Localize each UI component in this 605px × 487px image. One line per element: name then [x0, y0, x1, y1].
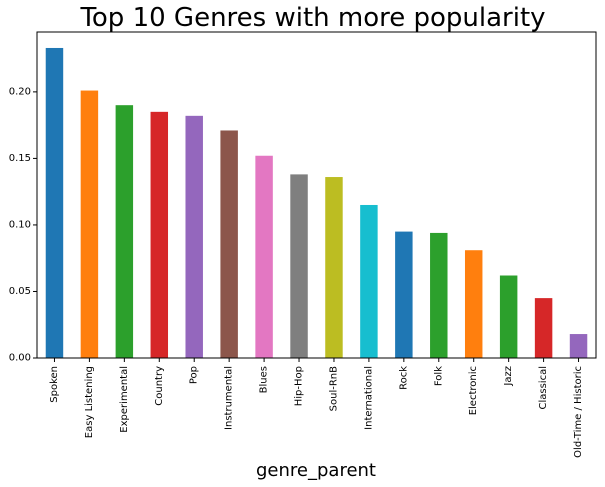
- y-tick-label: 0.00: [9, 353, 31, 364]
- chart-title: Top 10 Genres with more popularity: [79, 3, 545, 33]
- y-tick-label: 0.15: [9, 153, 31, 164]
- bar: [80, 90, 99, 359]
- bar: [569, 334, 588, 358]
- y-axis: 0.00 0.05 0.10 0.15 0.20: [9, 86, 37, 364]
- y-tick-label: 0.05: [9, 286, 31, 297]
- bar: [395, 231, 413, 358]
- bar: [150, 111, 169, 358]
- x-tick-label: Electronic: [468, 366, 479, 415]
- y-tick-label: 0.20: [9, 86, 31, 97]
- bar: [290, 174, 308, 358]
- bar: [360, 204, 378, 358]
- x-tick-label: Blues: [259, 366, 270, 393]
- plot-frame: [36, 31, 597, 359]
- x-tick-label: Hip-Hop: [294, 366, 305, 406]
- x-tick-label: Old-Time / Historic: [573, 366, 584, 458]
- bar: [185, 115, 203, 358]
- x-tick-label: Classical: [538, 366, 549, 410]
- x-tick-label: Easy Listening: [84, 366, 95, 438]
- bar: [255, 155, 273, 358]
- bar: [115, 105, 134, 359]
- x-tick-label: Instrumental: [224, 366, 235, 430]
- bar: [499, 275, 518, 358]
- x-tick-label: International: [363, 366, 374, 430]
- x-tick-label: Soul-RnB: [328, 366, 339, 411]
- x-tick-label: Country: [154, 366, 165, 406]
- x-tick-label: Folk: [433, 366, 444, 386]
- x-tick-label: Jazz: [503, 366, 514, 387]
- x-axis: Spoken Easy Listening Experimental Country P…: [49, 358, 584, 458]
- bar: [220, 130, 238, 358]
- x-tick-label: Spoken: [49, 366, 60, 403]
- x-tick-label: Experimental: [119, 366, 130, 433]
- x-tick-label: Pop: [189, 366, 200, 384]
- bar-series: [45, 47, 588, 359]
- bar: [45, 47, 64, 358]
- x-axis-label: genre_parent: [256, 460, 376, 481]
- bar: [534, 298, 553, 358]
- x-tick-label: Rock: [398, 366, 409, 390]
- y-tick-label: 0.10: [9, 219, 31, 230]
- bar: [464, 250, 483, 358]
- bar: [430, 232, 448, 358]
- bar: [325, 177, 343, 358]
